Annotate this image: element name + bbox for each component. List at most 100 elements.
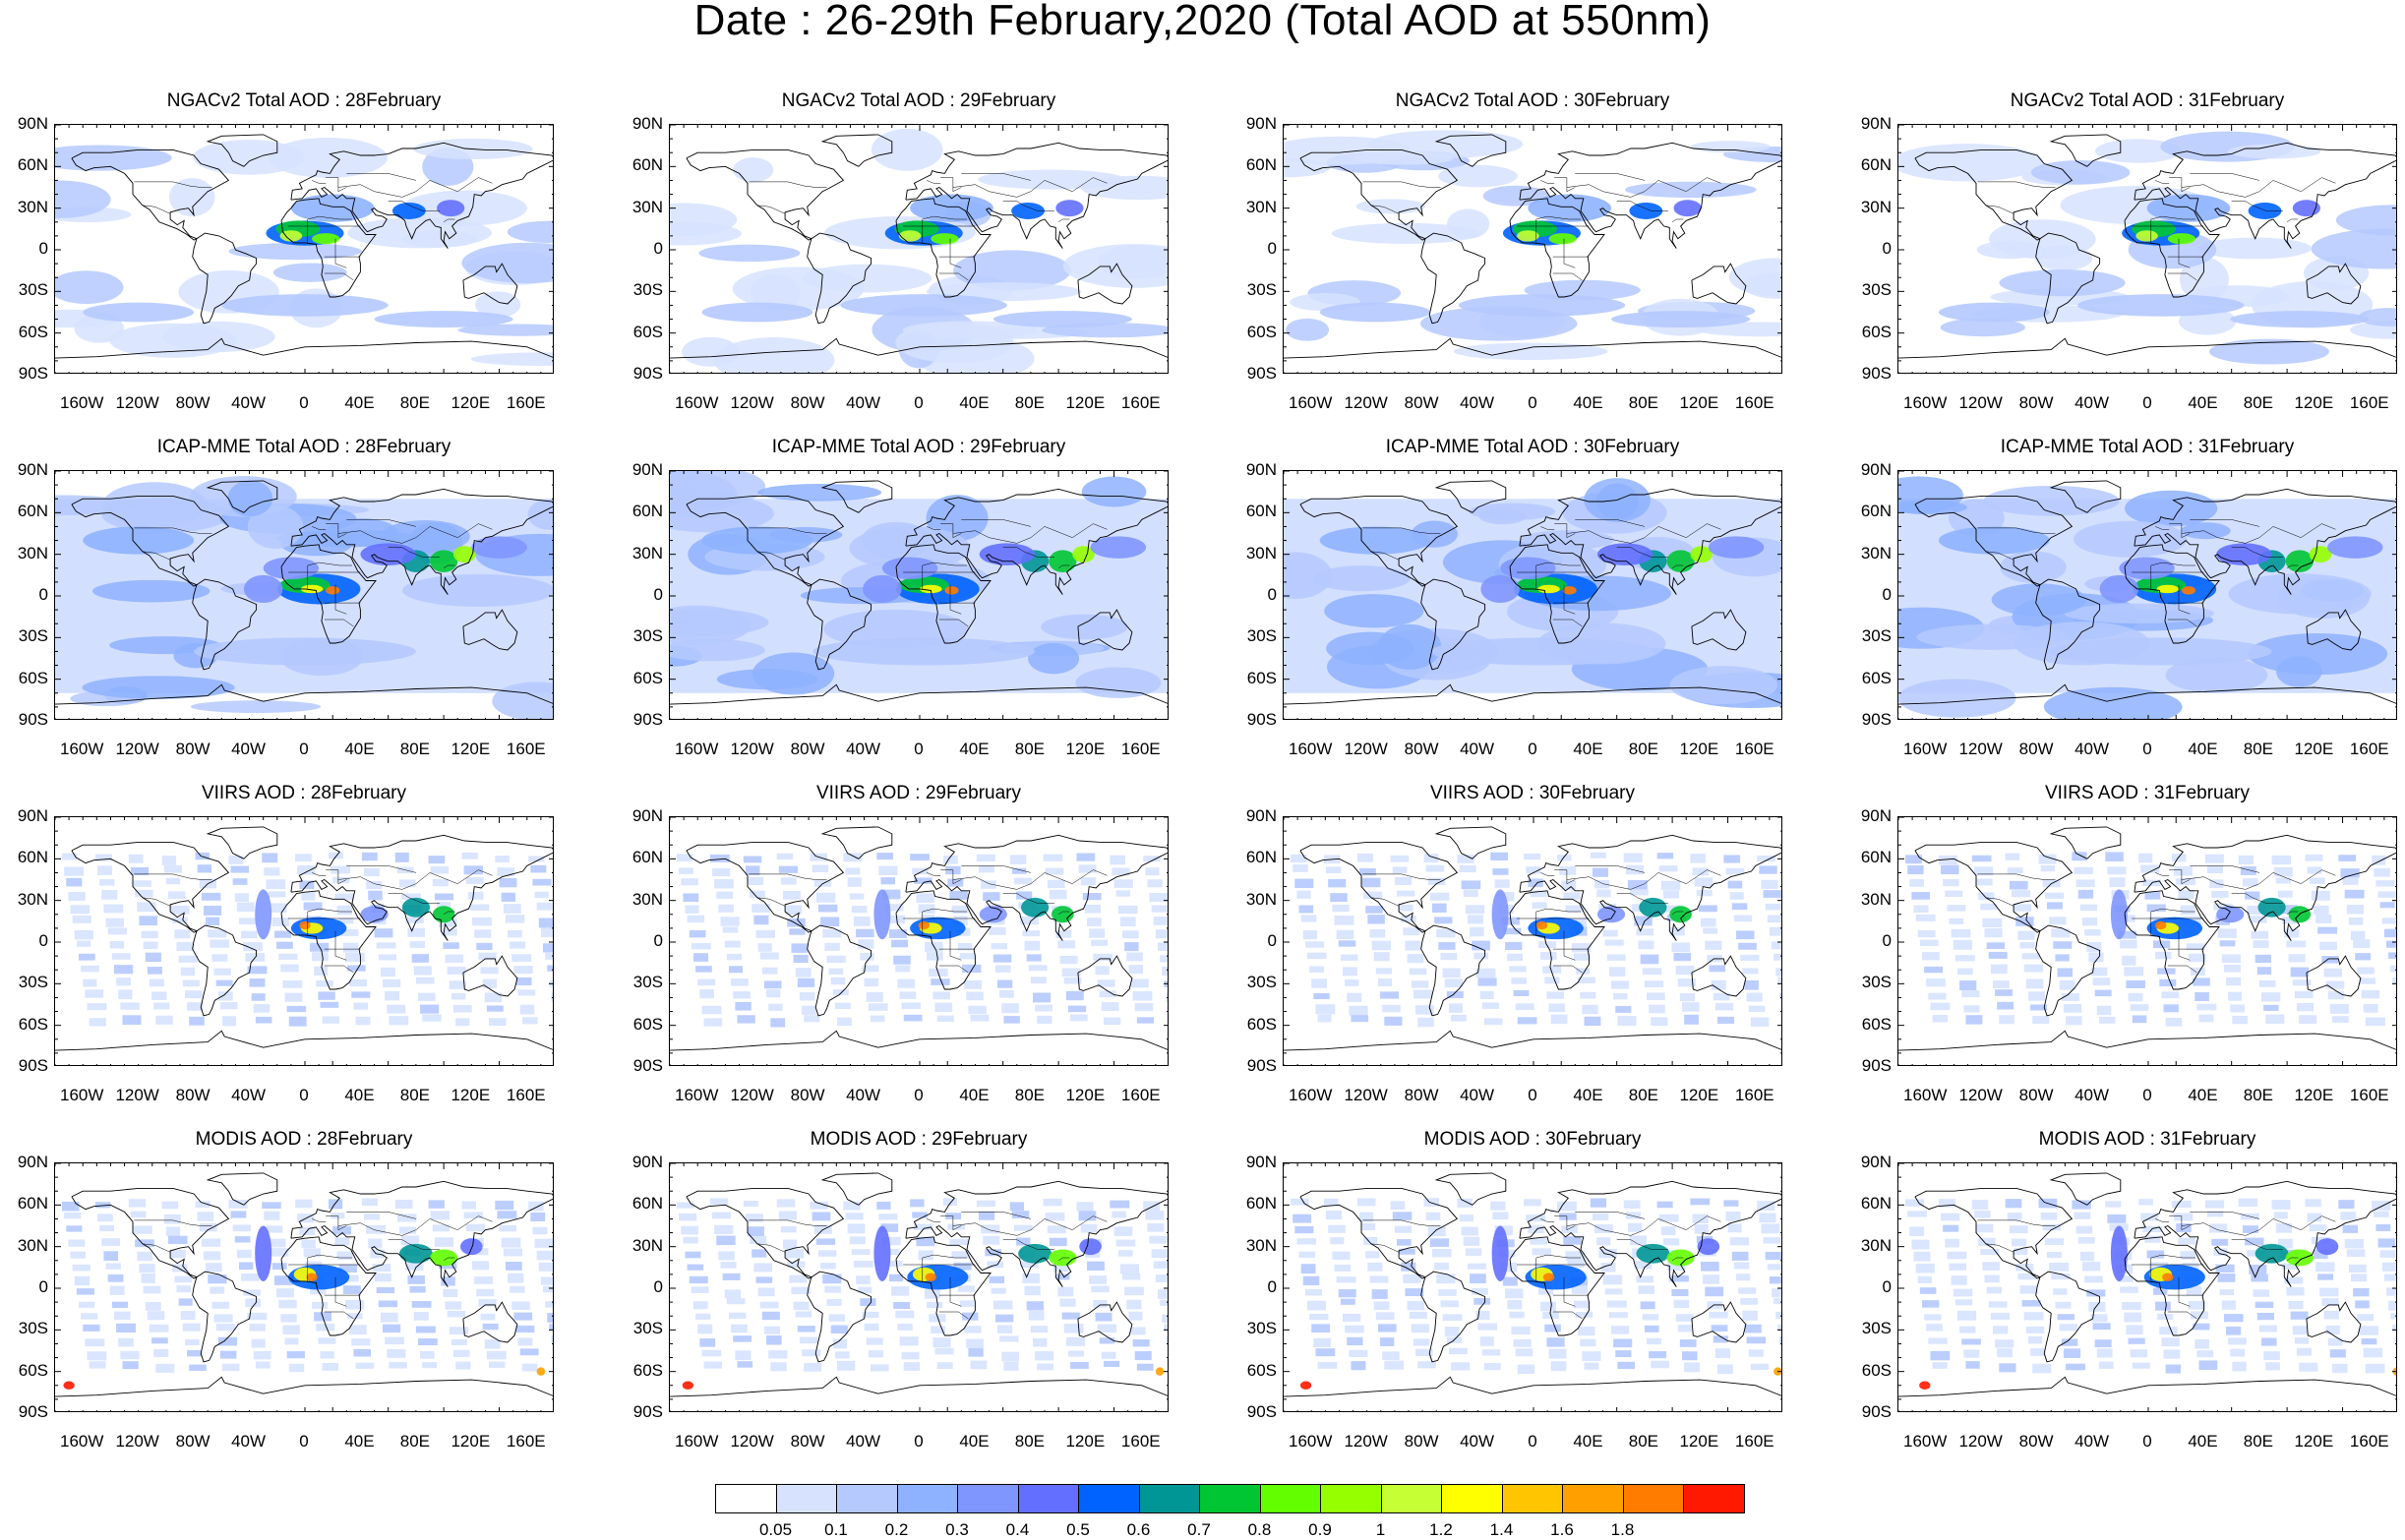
aod-swath [766, 989, 780, 997]
colorbar-label: 0.5 [1053, 1520, 1103, 1540]
aod-hotspot [926, 1273, 936, 1280]
aod-swath [103, 905, 123, 914]
aod-swath [858, 939, 873, 948]
aod-hotspot [460, 1238, 483, 1255]
lat-tick-label: 90N [624, 114, 663, 134]
aod-swath [729, 966, 743, 973]
aod-swath [995, 965, 1011, 972]
aod-swath [2122, 956, 2135, 966]
aod-swath [1747, 993, 1763, 1002]
aod-swath [893, 1302, 910, 1309]
aod-swath [323, 1016, 339, 1023]
aod-swath [1130, 1327, 1145, 1334]
aod-swath [2261, 1337, 2277, 1345]
aod-swath [537, 1251, 554, 1260]
aod-swath [2310, 1224, 2326, 1231]
aod-swath [943, 1198, 957, 1206]
aod-swath [900, 1336, 919, 1345]
aod-field [163, 322, 275, 352]
aod-swath [1410, 969, 1427, 976]
aod-swath [71, 905, 90, 914]
aod-swath [1991, 1313, 2010, 1320]
lat-tick-label: 30S [1852, 973, 1892, 992]
aod-swath [1158, 1289, 1169, 1299]
aod-swath [820, 917, 839, 926]
aod-swath [487, 1005, 504, 1011]
aod-swath [2255, 955, 2271, 963]
aod-field [2125, 491, 2217, 526]
aod-swath [1128, 965, 1143, 974]
aod-swath [704, 1362, 722, 1369]
aod-swath [1357, 854, 1373, 862]
aod-swath [1645, 980, 1663, 987]
lat-tick-label: 0 [9, 1277, 48, 1297]
aod-swath [2241, 866, 2256, 875]
aod-swath [818, 1250, 836, 1257]
aod-swath [1372, 941, 1391, 951]
aod-swath [137, 1252, 152, 1261]
aod-swath [2076, 879, 2095, 887]
aod-swath [1029, 965, 1048, 971]
aod-swath [389, 1016, 408, 1025]
aod-swath [2276, 1223, 2292, 1233]
aod-swath [461, 1202, 476, 1210]
aod-swath [170, 906, 189, 915]
aod-swath [453, 1005, 472, 1013]
aod-swath [2251, 1274, 2267, 1282]
aod-swath [1062, 1313, 1080, 1320]
aod-swath [1110, 856, 1125, 865]
aod-swath [993, 954, 1012, 962]
aod-swath [334, 1237, 349, 1245]
aod-swath [677, 854, 692, 861]
aod-swath [2374, 1212, 2388, 1217]
aod-swath [1116, 1240, 1136, 1247]
aod-swath [1657, 853, 1674, 859]
aod-swath [2207, 865, 2223, 873]
aod-swath [262, 1202, 280, 1209]
aod-swath [2008, 867, 2023, 873]
panel-title: NGACv2 Total AOD : 28February [54, 90, 554, 112]
aod-swath [2026, 978, 2044, 988]
aod-hotspot [1709, 536, 1764, 559]
aod-swath [1961, 990, 1979, 997]
aod-swath [729, 1313, 746, 1319]
aod-swath [120, 1002, 140, 1009]
aod-swath [2345, 1239, 2364, 1248]
aod-hotspot [980, 543, 1035, 565]
aod-swath [1559, 866, 1576, 875]
aod-swath [1478, 1324, 1497, 1331]
lat-tick-label: 30N [624, 890, 663, 910]
aod-swath [1594, 1224, 1613, 1233]
aod-swath [2006, 854, 2020, 860]
aod-swath [1728, 881, 1743, 889]
aod-swath [919, 1250, 933, 1260]
aod-swath [2254, 1289, 2270, 1296]
aod-swath [485, 1339, 501, 1348]
lat-tick-label: 90N [1237, 460, 1277, 480]
aod-swath [1294, 1226, 1313, 1233]
aod-swath [1697, 890, 1713, 897]
aod-swath [73, 1265, 90, 1272]
aod-swath [314, 967, 328, 976]
aod-swath [2315, 915, 2331, 923]
aod-swath [748, 1226, 764, 1236]
aod-swath [1703, 1274, 1719, 1283]
lat-tick-label: 0 [9, 931, 48, 951]
aod-swath [1464, 890, 1478, 898]
aod-swath [1410, 1312, 1427, 1319]
aod-swath [85, 1338, 104, 1346]
aod-swath [1122, 930, 1139, 938]
lat-tick-label: 30S [1237, 973, 1277, 992]
aod-swath [1147, 1223, 1164, 1232]
aod-swath [1395, 1226, 1412, 1233]
aod-swath [831, 1326, 848, 1334]
aod-swath [2384, 1274, 2397, 1281]
aod-swath [2180, 1251, 2195, 1260]
aod-swath [2199, 1015, 2214, 1023]
aod-swath [500, 878, 517, 887]
aod-swath [1636, 1275, 1653, 1282]
aod-swath [829, 969, 844, 975]
aod-swath [1914, 1252, 1931, 1262]
aod-swath [1647, 992, 1665, 1000]
aod-swath [1609, 1312, 1628, 1318]
